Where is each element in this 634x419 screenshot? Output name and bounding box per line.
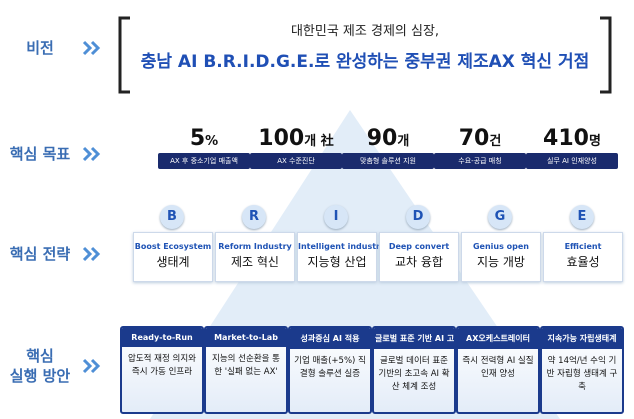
strategy-letter: G: [488, 205, 512, 229]
action-text: 즉시 전력형 AI 실질 인재 양성: [462, 356, 534, 379]
goal-label: AX 수준진단: [250, 153, 342, 169]
strategy-english: Genius open: [472, 242, 529, 251]
goal-unit: %: [205, 134, 219, 149]
action-title: 성과중심 AI 적용: [290, 328, 370, 349]
strategy-letter: R: [242, 205, 266, 229]
action-text: 압도적 재정 의지와 즉시 가동 인프라: [128, 354, 196, 377]
strategy-box: Efficient 효율성: [543, 232, 623, 282]
strategy-box: Deep convert 교차 융합: [379, 232, 459, 282]
strategy-letter: B: [160, 205, 184, 229]
goal-value: 410명: [526, 126, 618, 151]
vision-line2: 충남 AI B.R.I.D.G.E.로 완성하는 중부권 제조AX 혁신 거점: [140, 52, 590, 72]
goal-label: 실무 AI 인재양성: [526, 153, 618, 169]
row-label: 핵심 목표: [9, 145, 71, 163]
goal-unit: 개: [397, 134, 410, 149]
action-text: 글로벌 데이터 표준 기반의 초고속 AI 확산 체계 조성: [378, 356, 450, 392]
goal-label: AX 후 중소기업 매출액: [158, 153, 250, 169]
goal-number: 90: [366, 126, 398, 151]
action-text: 지능의 선순환을 통한 '실패 없는 AX': [212, 354, 280, 377]
goal-unit: 개 社: [304, 134, 334, 149]
strategy-korean: 생태계: [156, 255, 190, 269]
strategy-letter: E: [570, 205, 594, 229]
strategy-korean: 제조 혁신: [231, 255, 279, 269]
goal-value: 90개: [342, 126, 434, 151]
goal-number: 410: [543, 126, 589, 151]
row-label: 핵심 실행 방안: [9, 347, 71, 385]
action-title: AX오케스트레이터: [458, 328, 538, 349]
goal: 100개 社 AX 수준진단: [250, 126, 342, 169]
strategy-korean: 지능형 산업: [307, 255, 367, 269]
strategy-letter: I: [324, 205, 348, 229]
action-box: Market-to-Lab 지능의 선순환을 통한 '실패 없는 AX': [204, 326, 288, 414]
strategy-box: Reform Industry 제조 혁신: [215, 232, 295, 282]
goal-value: 5%: [158, 126, 250, 151]
strategy-english: Reform Industry: [218, 242, 292, 251]
strategy-box: Boost Ecosystem 생태계: [133, 232, 213, 282]
vision: 대한민국 제조 경제의 심장, 충남 AI B.R.I.D.G.E.로 완성하는…: [130, 20, 600, 72]
goal-value: 100개 社: [250, 126, 342, 151]
row-label: 비전: [26, 39, 54, 57]
goal: 5% AX 후 중소기업 매출액: [158, 126, 250, 169]
goal-unit: 건: [489, 134, 502, 149]
goal-unit: 명: [588, 134, 601, 149]
strategy-korean: 효율성: [566, 255, 600, 269]
action-box: 글로벌 표준 기반 AI 고속도로글로벌 데이터 표준 기반의 초고속 AI 확…: [372, 326, 456, 414]
strategy-korean: 교차 융합: [395, 255, 443, 269]
row-label: 핵심 전략: [9, 245, 71, 263]
strategy-box: Genius open 지능 개방: [461, 232, 541, 282]
action-text: 기업 매출(+5%) 직결형 솔루션 실증: [294, 356, 366, 379]
strategy-english: Intelligent industry: [298, 242, 386, 251]
strategy-korean: 지능 개방: [477, 255, 525, 269]
action-title: Market-to-Lab: [206, 328, 286, 347]
action-text: 약 14억/년 수익 기반 자립형 생태계 구축: [546, 356, 618, 392]
action-box: Ready-to-Run 압도적 재정 의지와 즉시 가동 인프라: [120, 326, 204, 414]
action-title: 글로벌 표준 기반 AI 고속도로: [374, 328, 454, 349]
goal-label: 맞춤형 솔루션 지원: [342, 153, 434, 169]
goal-value: 70건: [434, 126, 526, 151]
strategy-english: Efficient: [564, 242, 602, 251]
goal-number: 5: [189, 126, 206, 151]
strategy-english: Deep convert: [388, 242, 450, 251]
strategy-english: Boost Ecosystem: [134, 242, 212, 251]
strategy-box: Intelligent industry 지능형 산업: [297, 232, 386, 282]
goal-number: 70: [458, 126, 490, 151]
vision-line1: 대한민국 제조 경제의 심장,: [290, 24, 440, 39]
goal-label: 수요-공급 매칭: [434, 153, 526, 169]
strategy-letter: D: [406, 205, 430, 229]
action-title: 지속가능 자립생태계: [542, 328, 622, 349]
action-title: Ready-to-Run: [122, 328, 202, 347]
goal-number: 100: [258, 126, 305, 151]
